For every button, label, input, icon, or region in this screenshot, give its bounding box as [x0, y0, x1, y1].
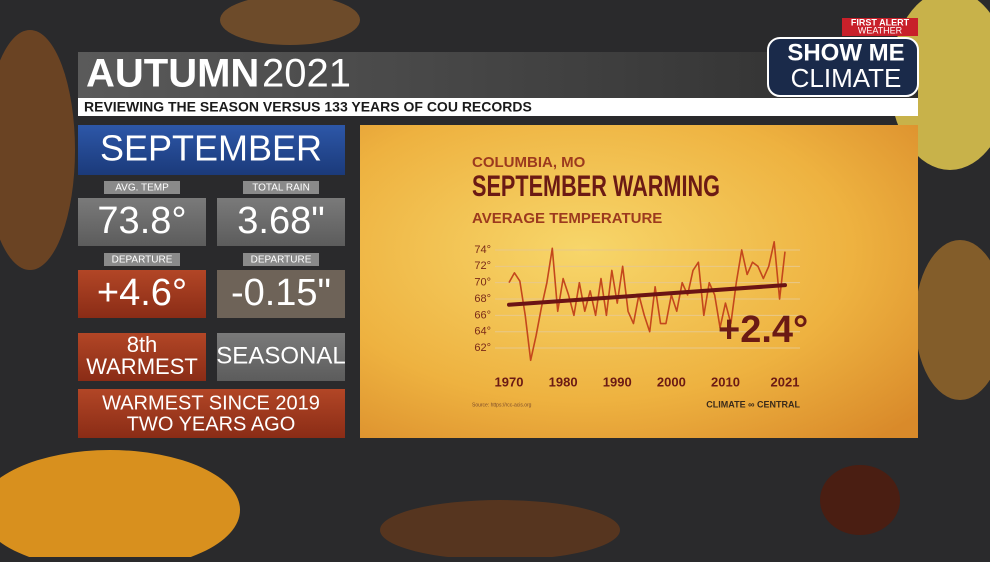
credit: CLIMATE ∞ CENTRAL	[706, 399, 800, 409]
stats: AVG. TEMP 73.8° TOTAL RAIN 3.68" DEPARTURE +4…	[78, 181, 345, 318]
stat-label: DEPARTURE	[112, 255, 173, 266]
header-subtitle: REVIEWING THE SEASON VERSUS 133 YEARS OF…	[84, 99, 532, 115]
stat-label-box	[243, 253, 319, 266]
logo-top: FIRST ALERT	[851, 17, 910, 27]
month-box	[78, 125, 345, 175]
header-title: AUTUMN	[86, 52, 259, 96]
note-line: WARMEST SINCE 2019	[102, 392, 320, 414]
logo-badge	[842, 18, 918, 36]
stat-label: AVG. TEMP	[115, 183, 169, 194]
logo: FIRST ALERT WEATHER SHOW ME CLIMATE	[767, 17, 919, 97]
source: Source: https://rcc-acis.org	[472, 402, 532, 408]
y-tick-label: 70°	[474, 277, 491, 289]
note-line: TWO YEARS AGO	[127, 413, 296, 435]
stat-label-box	[104, 253, 180, 266]
stat-box	[217, 198, 345, 246]
stat-label: TOTAL RAIN	[252, 183, 310, 194]
plot: 62° 64° 66° 68° 70° 72° 74° 1970 1980 1990 2000 201…	[474, 241, 800, 389]
header-year: 2021	[262, 52, 351, 96]
stat-label-box	[243, 181, 319, 194]
y-tick-label: 62°	[474, 342, 491, 354]
stat-value: 73.8°	[97, 200, 186, 242]
logo-line2: CLIMATE	[791, 63, 902, 93]
trend-line	[507, 283, 787, 307]
y-tick-label: 72°	[474, 260, 491, 272]
status: SEASONAL	[216, 342, 345, 369]
logo-bottom: WEATHER	[858, 25, 903, 35]
stat-value: 3.68"	[237, 200, 324, 242]
x-tick-label: 2000	[657, 374, 686, 389]
logo-box	[767, 37, 919, 97]
stat-value: +4.6°	[97, 272, 187, 314]
y-tick-label: 68°	[474, 293, 491, 305]
chart-card	[360, 125, 918, 438]
y-tick-label: 64°	[474, 326, 491, 338]
note-box	[78, 389, 345, 438]
annotation: +2.4°	[718, 309, 808, 351]
rank-line: 8th	[127, 332, 158, 357]
stat-label-box	[104, 181, 180, 194]
x-tick-label: 2010	[711, 374, 740, 389]
chart-title: SEPTEMBER WARMING	[472, 170, 720, 203]
chart-location: COLUMBIA, MO	[472, 154, 586, 171]
stat-box	[78, 270, 206, 318]
y-tick-label: 66°	[474, 309, 491, 321]
stat-box	[78, 198, 206, 246]
subtitle-bar	[78, 98, 918, 116]
status-box	[217, 333, 345, 381]
stat-box	[217, 270, 345, 318]
rank-box	[78, 333, 206, 381]
x-tick-label: 1980	[549, 374, 578, 389]
y-tick-label: 74°	[474, 244, 491, 256]
data-line	[508, 241, 786, 362]
rank-line: WARMEST	[86, 354, 198, 379]
x-tick-label: 1970	[495, 374, 524, 389]
x-tick-label: 1990	[603, 374, 632, 389]
stat-label: DEPARTURE	[251, 255, 312, 266]
chart-subtitle: AVERAGE TEMPERATURE	[472, 210, 662, 227]
month: SEPTEMBER	[100, 128, 322, 169]
x-tick-label: 2021	[771, 374, 800, 389]
stat-value: -0.15"	[231, 272, 331, 314]
logo-line1: SHOW ME	[787, 39, 904, 66]
